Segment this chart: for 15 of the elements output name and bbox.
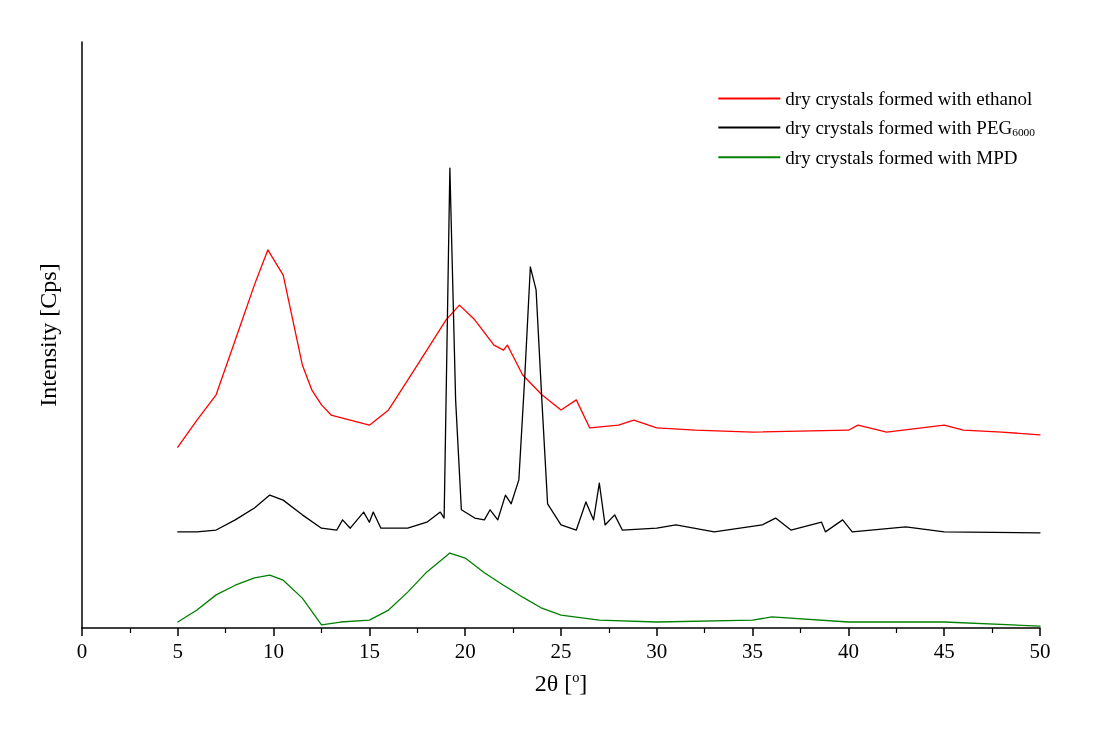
x-tick-label: 30 <box>646 638 668 663</box>
y-axis-title: Intensity [Cps] <box>35 263 61 407</box>
x-tick-label: 35 <box>742 638 764 663</box>
x-tick-label: 50 <box>1029 638 1051 663</box>
x-tick-label: 40 <box>837 638 859 663</box>
x-tick-label: 5 <box>172 638 184 663</box>
x-tick-label: 15 <box>358 638 380 663</box>
x-tick-label: 20 <box>454 638 476 663</box>
legend-label: dry crystals formed with PEG6000 <box>785 117 1036 139</box>
x-tick-label: 25 <box>550 638 572 663</box>
legend-label: dry crystals formed with ethanol <box>785 88 1033 109</box>
legend-label: dry crystals formed with MPD <box>785 146 1018 168</box>
x-tick-label: 45 <box>933 638 955 663</box>
x-tick-label: 10 <box>263 638 285 663</box>
x-tick-label: 0 <box>76 638 88 663</box>
